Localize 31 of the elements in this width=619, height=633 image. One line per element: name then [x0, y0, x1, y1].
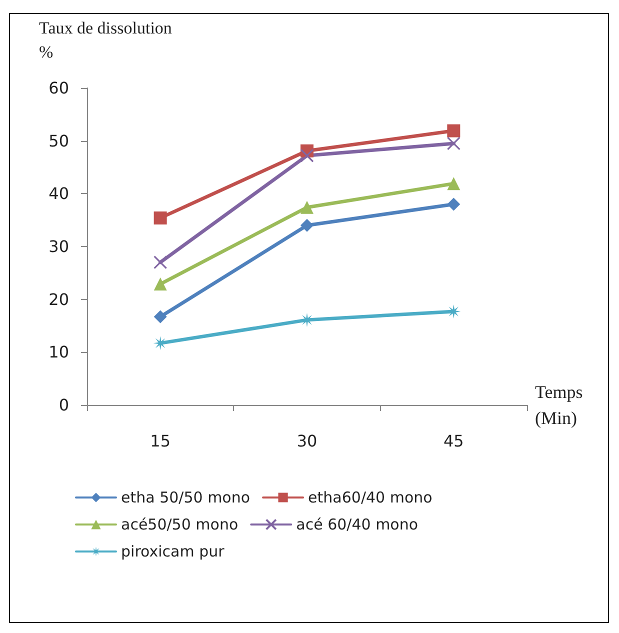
x-tick-label: 30: [296, 432, 318, 450]
point: [154, 256, 168, 270]
legend-label: etha60/40 mono: [308, 488, 432, 506]
point: [446, 136, 460, 150]
point: [447, 177, 460, 190]
x-tick-label: 45: [443, 432, 464, 450]
legend-label: piroxicam pur: [121, 542, 226, 560]
point: [447, 198, 460, 211]
point: [300, 218, 314, 232]
point: [300, 148, 314, 162]
y-axis-title: Taux de dissolution %: [39, 18, 172, 62]
point: [300, 200, 314, 214]
y-tick-label: 50: [48, 131, 69, 150]
x-tick-label: 15: [150, 432, 171, 450]
y-tick-label: 40: [48, 184, 69, 204]
point: [154, 278, 167, 291]
y-tick-label: 60: [48, 78, 69, 98]
point: [447, 124, 460, 138]
y-tick-label: 20: [48, 290, 69, 309]
legend-label: acé50/50 mono: [121, 516, 238, 534]
point: [154, 310, 167, 324]
point: [300, 312, 314, 327]
point: [154, 211, 167, 224]
y-tick-label: 0: [58, 396, 69, 414]
y-tick-label: 30: [48, 237, 69, 256]
legend-label: etha 50/50 mono: [121, 488, 250, 506]
x-axis-title: Temps (Min): [535, 382, 583, 428]
legend-label: acé 60/40 mono: [296, 516, 418, 534]
point: [153, 336, 168, 350]
point: [446, 304, 461, 318]
y-tick-label: 10: [48, 342, 69, 362]
